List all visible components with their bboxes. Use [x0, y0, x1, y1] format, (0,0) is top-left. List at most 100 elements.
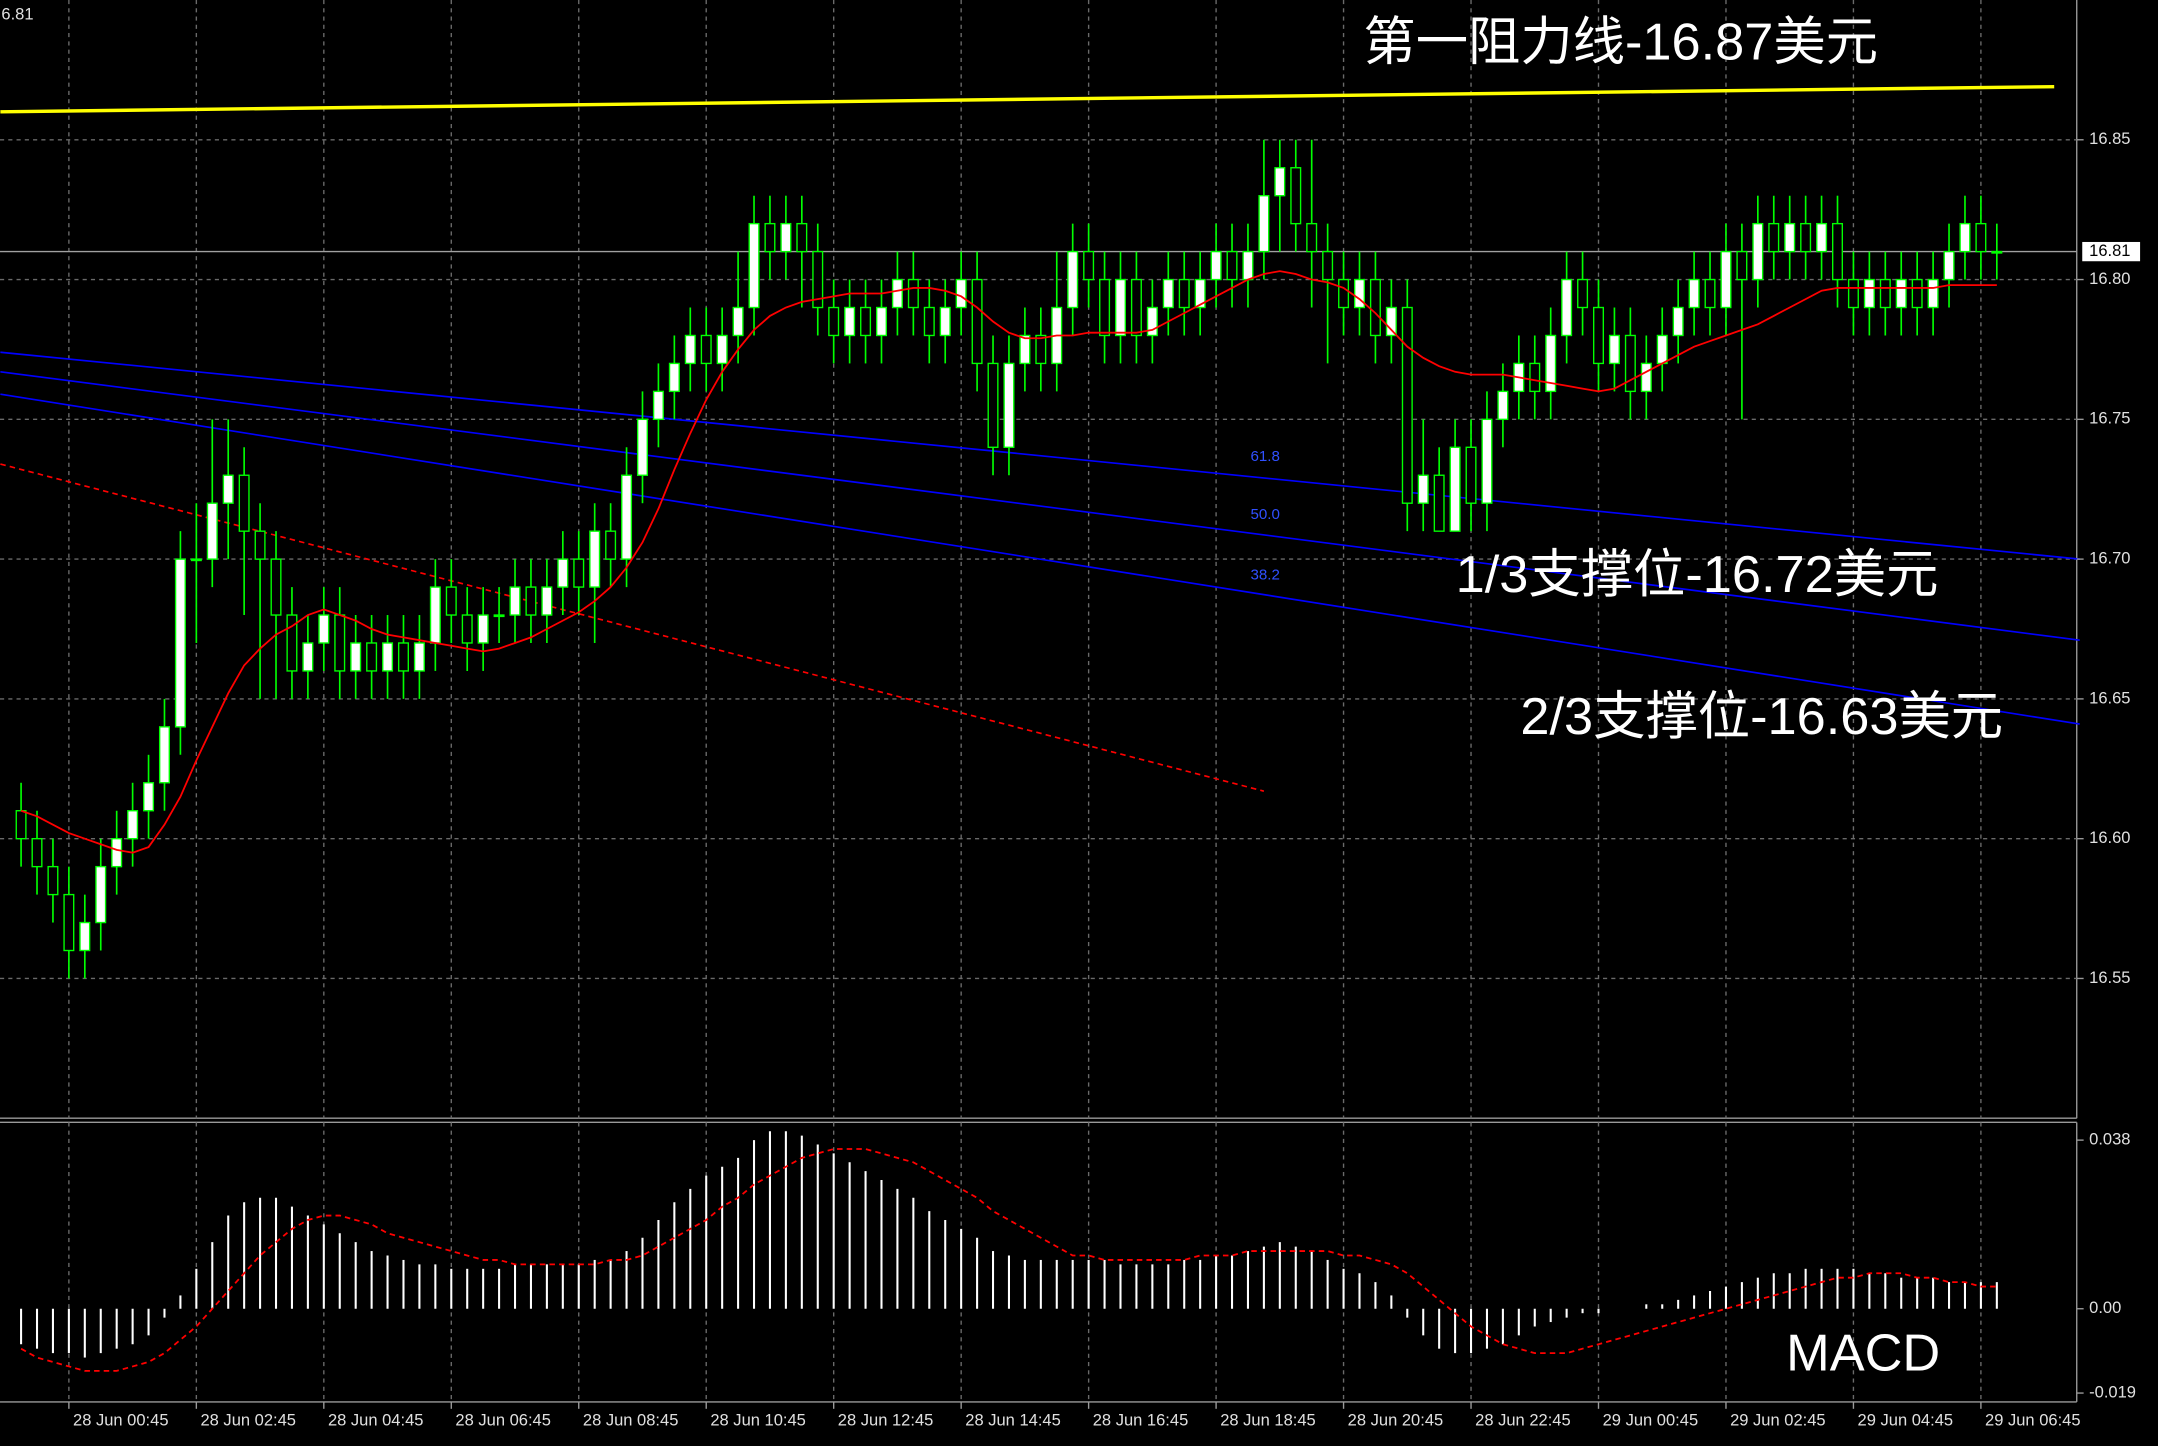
- y-tick-label: 0.038: [2089, 1129, 2130, 1148]
- y-tick-label: 16.60: [2089, 828, 2130, 847]
- fib-label: 38.2: [1250, 567, 1279, 584]
- candle-body: [1449, 446, 1461, 532]
- moving-average: [20, 270, 1997, 854]
- candle-body: [493, 614, 505, 618]
- candle-body: [206, 502, 218, 560]
- candle-body: [270, 558, 282, 616]
- trend-line: [0, 393, 2080, 725]
- candle-body: [79, 921, 91, 952]
- last-price-box: [2082, 241, 2141, 262]
- candle-body: [1959, 222, 1971, 253]
- candle-body: [652, 390, 664, 421]
- candle-body: [47, 865, 59, 896]
- candle-body: [828, 306, 840, 337]
- candle-body: [541, 586, 553, 616]
- candle-body: [1353, 278, 1366, 309]
- candle-body: [111, 837, 123, 868]
- x-tick-label: 28 Jun 12:45: [838, 1411, 934, 1430]
- candle-body: [477, 614, 489, 644]
- candle-body: [1178, 278, 1190, 309]
- candle-body: [1529, 362, 1541, 393]
- candle-body: [1704, 278, 1716, 309]
- candle-body: [573, 558, 585, 588]
- candle-body: [222, 474, 234, 504]
- x-tick-label: 28 Jun 08:45: [583, 1411, 679, 1430]
- candle-body: [1226, 250, 1238, 281]
- candle-body: [174, 558, 186, 728]
- candle-body: [1943, 250, 1955, 281]
- candle-body: [716, 334, 728, 365]
- candle-body: [1831, 222, 1844, 281]
- candle-body: [748, 222, 760, 309]
- annotation: 1/3支撑位-16.72美元: [1456, 546, 1939, 604]
- candle-body: [1497, 390, 1509, 421]
- candle-body: [1863, 278, 1875, 309]
- candle-body: [15, 810, 27, 840]
- candle-body: [190, 558, 202, 562]
- candle-body: [1577, 278, 1589, 309]
- x-tick-label: 29 Jun 04:45: [1858, 1411, 1954, 1430]
- candle-body: [684, 334, 696, 365]
- annotation: 2/3支撑位-16.63美元: [1520, 688, 2003, 746]
- x-tick-label: 28 Jun 22:45: [1475, 1411, 1571, 1430]
- candle-body: [509, 586, 521, 616]
- candle-body: [955, 278, 967, 309]
- candle-body: [445, 586, 457, 616]
- candle-body: [143, 782, 155, 812]
- candle-body: [1322, 250, 1334, 281]
- candle-body: [318, 614, 330, 644]
- candle-body: [1083, 250, 1095, 281]
- candle-body: [1991, 250, 2003, 254]
- candle-body: [891, 278, 903, 309]
- candle-body: [1338, 278, 1350, 309]
- candle-body: [812, 250, 824, 309]
- candle-body: [158, 726, 170, 784]
- y-tick-label: 16.85: [2089, 129, 2130, 148]
- candle-body: [1688, 278, 1700, 309]
- x-tick-label: 29 Jun 06:45: [1985, 1411, 2081, 1430]
- trend-line: [0, 351, 2080, 560]
- candle-body: [1975, 222, 1987, 253]
- candle-body: [780, 222, 792, 253]
- candle-body: [1433, 474, 1445, 532]
- candle-body: [1640, 362, 1652, 393]
- candle-body: [1592, 306, 1605, 365]
- candle-body: [1194, 278, 1206, 309]
- candle-body: [1099, 278, 1111, 337]
- candle-body: [1608, 334, 1620, 365]
- y-tick-label: 0.00: [2089, 1298, 2121, 1317]
- candle-body: [525, 586, 537, 616]
- candle-body: [1242, 250, 1254, 281]
- candle-body: [1130, 278, 1142, 337]
- fib-label: 50.0: [1250, 506, 1279, 523]
- candle-body: [1624, 334, 1636, 393]
- x-tick-label: 28 Jun 02:45: [200, 1411, 296, 1430]
- candle-body: [636, 418, 648, 476]
- candle-body: [1258, 195, 1270, 253]
- header-text: 6.81: [1, 5, 33, 24]
- x-tick-label: 28 Jun 16:45: [1093, 1411, 1189, 1430]
- candle-body: [1545, 334, 1557, 393]
- candle-body: [844, 306, 856, 337]
- candle-body: [1927, 278, 1939, 309]
- candle-body: [860, 306, 872, 337]
- candle-body: [1561, 278, 1573, 337]
- candle-body: [461, 614, 473, 644]
- candle-body: [907, 278, 919, 309]
- candle-body: [700, 334, 712, 365]
- candle-body: [350, 642, 362, 672]
- y-tick-label: -0.019: [2089, 1382, 2136, 1401]
- candle-body: [796, 222, 808, 253]
- y-tick-label: 16.65: [2089, 688, 2130, 707]
- candle-body: [939, 306, 951, 337]
- candle-body: [605, 530, 617, 560]
- candle-body: [1720, 250, 1732, 309]
- candle-body: [732, 306, 744, 337]
- x-tick-label: 28 Jun 18:45: [1220, 1411, 1316, 1430]
- candle-body: [238, 474, 250, 532]
- y-tick-label: 16.75: [2089, 409, 2130, 428]
- candle-body: [923, 306, 935, 337]
- candle-body: [366, 642, 378, 672]
- trend-line: [0, 370, 2080, 642]
